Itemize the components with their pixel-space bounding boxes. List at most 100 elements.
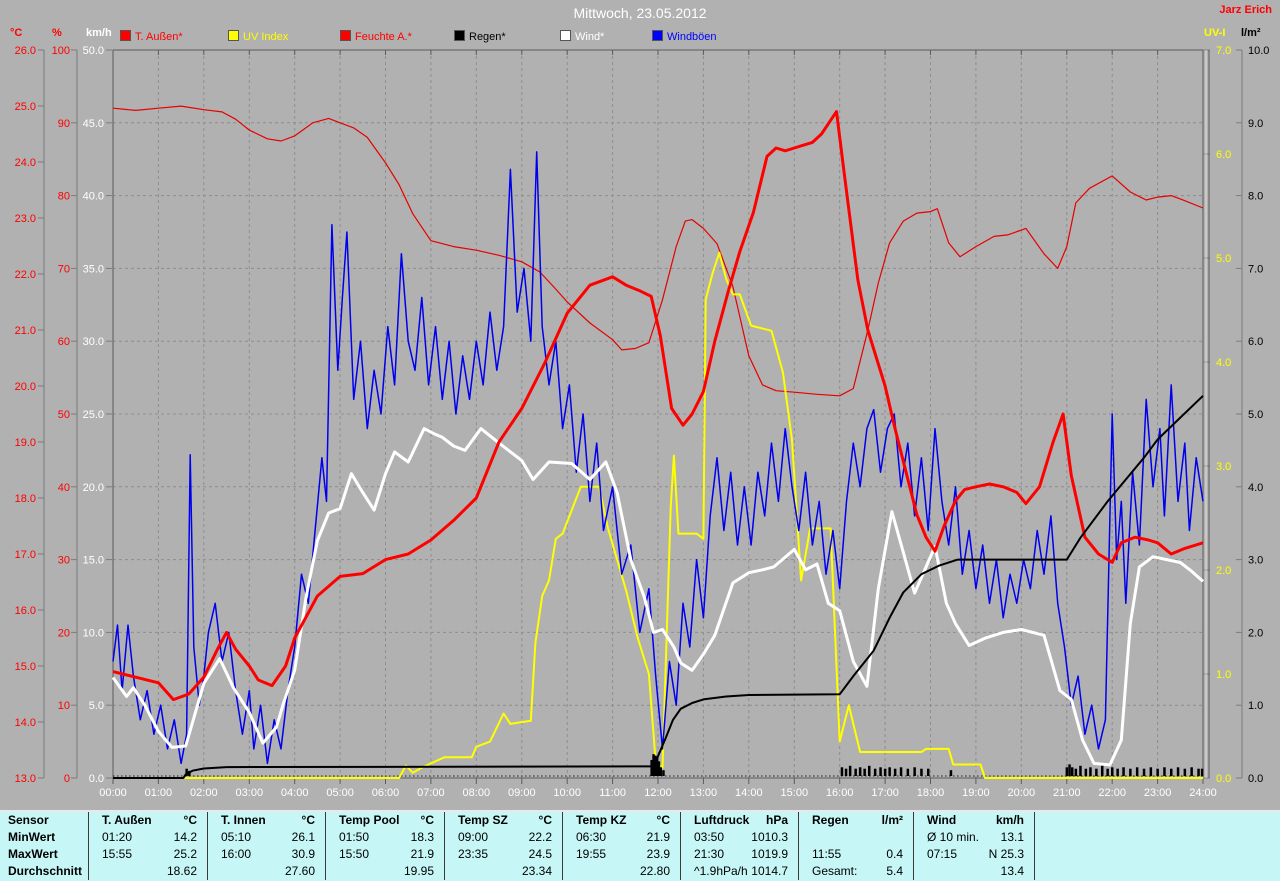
svg-text:8.0: 8.0: [1248, 191, 1263, 203]
svg-text:20: 20: [58, 627, 70, 639]
value-time: 15:55: [102, 847, 133, 861]
svg-text:50: 50: [58, 409, 70, 421]
table-cell-t-innen: 05:10 26.1: [207, 829, 325, 846]
svg-text:2.0: 2.0: [1248, 627, 1263, 639]
value-number: 13.4: [1000, 864, 1024, 878]
value-time: 09:00: [458, 830, 489, 844]
value-number: 27.60: [284, 864, 315, 878]
svg-text:14:00: 14:00: [735, 787, 763, 799]
svg-text:07:00: 07:00: [417, 787, 445, 799]
value-number: 18.62: [166, 864, 197, 878]
value-time: Gesamt:: [812, 864, 858, 878]
table-cell-temp-pool: 15:50 21.9: [325, 846, 444, 863]
svg-text:80: 80: [58, 191, 70, 203]
svg-text:17.0: 17.0: [15, 549, 36, 561]
value-time: 07:15: [927, 847, 958, 861]
table-cell-t-innen: 27.60: [207, 863, 325, 880]
value-number: 5.4: [886, 864, 903, 878]
table-row: MinWert 01:20 14.2 05:10 26.1 01:50 18.3 09:00 2…: [0, 829, 1280, 846]
svg-text:0: 0: [64, 773, 70, 785]
table-cell-temp-pool: 19.95: [325, 863, 444, 880]
legend-label: Regen*: [469, 31, 506, 43]
svg-text:10.0: 10.0: [1248, 45, 1269, 57]
svg-text:20.0: 20.0: [83, 482, 104, 494]
value-number: N 25.3: [988, 847, 1024, 861]
svg-text:15.0: 15.0: [83, 555, 104, 567]
table-row: Durchschnitt 18.62 27.60 19.95 23.34 22.80 ^1.…: [0, 863, 1280, 880]
svg-text:6.0: 6.0: [1248, 336, 1263, 348]
value-number: 24.5: [528, 847, 552, 861]
table-cell-wind: Wind km/h: [913, 812, 1035, 829]
sensor-unit: l/m²: [881, 813, 903, 827]
svg-text:06:00: 06:00: [372, 787, 400, 799]
legend-label: UV Index: [243, 31, 289, 43]
svg-text:7.0: 7.0: [1248, 263, 1263, 275]
sensor-unit: °C: [301, 813, 315, 827]
svg-text:24.0: 24.0: [15, 157, 36, 169]
table-cell-wind: Ø 10 min. 13.1: [913, 829, 1035, 846]
value-number: 18.3: [410, 830, 434, 844]
svg-text:10.0: 10.0: [83, 627, 104, 639]
value-time: 16:00: [221, 847, 252, 861]
table-cell-wind: 13.4: [913, 863, 1035, 880]
svg-text:15:00: 15:00: [781, 787, 809, 799]
legend-item: Wind*: [560, 30, 605, 43]
table-cell-temp-pool: Temp Pool °C: [325, 812, 444, 829]
svg-text:10: 10: [58, 700, 70, 712]
table-cell-temp-sz: Temp SZ °C: [444, 812, 562, 829]
svg-text:5.0: 5.0: [1216, 253, 1231, 265]
value-number: 23.9: [646, 847, 670, 861]
svg-text:3.0: 3.0: [1216, 461, 1231, 473]
table-cell-luftdruck: Luftdruck hPa: [680, 812, 798, 829]
legend-swatch-icon: [454, 30, 465, 41]
axis-unit-wind: km/h: [86, 27, 112, 39]
sensor-name: T. Innen: [221, 813, 266, 827]
svg-text:16.0: 16.0: [15, 605, 36, 617]
svg-text:05:00: 05:00: [326, 787, 354, 799]
svg-text:19:00: 19:00: [962, 787, 990, 799]
svg-text:16:00: 16:00: [826, 787, 854, 799]
series-uv-index: [113, 251, 1203, 779]
svg-text:15.0: 15.0: [15, 661, 36, 673]
legend-item: Windböen: [652, 30, 717, 43]
svg-text:6.0: 6.0: [1216, 149, 1231, 161]
legend-swatch-icon: [340, 30, 351, 41]
table-row: MaxWert 15:55 25.2 16:00 30.9 15:50 21.9 23:35 2…: [0, 846, 1280, 863]
value-number: 22.2: [528, 830, 552, 844]
legend-label: Wind*: [575, 31, 605, 43]
legend-label: Feuchte A.*: [355, 31, 412, 43]
svg-text:1.0: 1.0: [1248, 700, 1263, 712]
svg-text:08:00: 08:00: [463, 787, 491, 799]
svg-text:22:00: 22:00: [1098, 787, 1126, 799]
series-regen: [113, 395, 1204, 779]
value-number: 14.2: [173, 830, 197, 844]
table-row-label: MaxWert: [8, 847, 58, 861]
table-row-label: Sensor: [8, 813, 49, 827]
legend-item: Feuchte A.*: [340, 30, 412, 43]
svg-text:20:00: 20:00: [1008, 787, 1036, 799]
value-number: 1019.9: [751, 847, 788, 861]
svg-text:3.0: 3.0: [1248, 555, 1263, 567]
table-cell-regen: Regen l/m²: [798, 812, 913, 829]
svg-text:11:00: 11:00: [599, 787, 626, 799]
svg-text:40.0: 40.0: [83, 191, 104, 203]
sensor-unit: °C: [420, 813, 434, 827]
svg-text:13.0: 13.0: [15, 773, 36, 785]
legend-swatch-icon: [652, 30, 663, 41]
svg-text:90: 90: [58, 118, 70, 130]
table-cell-wind: 07:15 N 25.3: [913, 846, 1035, 863]
svg-text:12:00: 12:00: [644, 787, 672, 799]
table-cell-regen: 11:55 0.4: [798, 846, 913, 863]
value-time: ^1.9hPa/h: [694, 864, 748, 878]
axis-unit-hum: %: [52, 27, 62, 39]
value-number: 13.1: [1000, 830, 1024, 844]
table-cell-luftdruck: 21:30 1019.9: [680, 846, 798, 863]
svg-text:13:00: 13:00: [690, 787, 718, 799]
sensor-name: Temp KZ: [576, 813, 627, 827]
value-number: 1010.3: [751, 830, 788, 844]
svg-text:1.0: 1.0: [1216, 669, 1231, 681]
sensor-name: Luftdruck: [694, 813, 750, 827]
svg-text:23.0: 23.0: [15, 213, 36, 225]
